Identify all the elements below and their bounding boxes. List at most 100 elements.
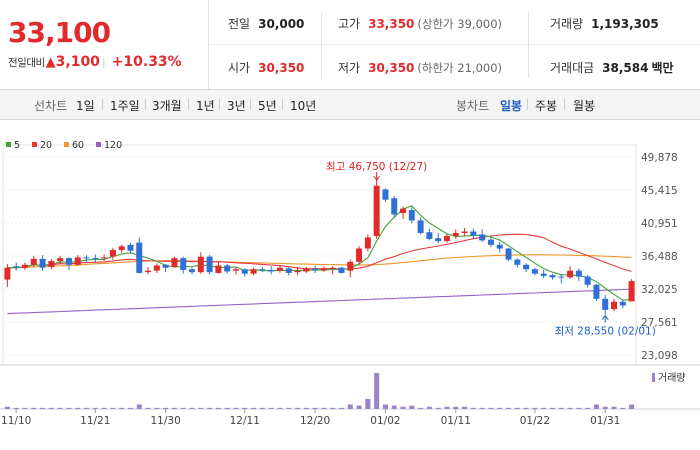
volume-bar <box>593 404 599 409</box>
y-tick-label: 23,098 <box>641 350 678 362</box>
volume-bar <box>585 407 591 409</box>
period-1y-button[interactable]: 1년 <box>196 99 215 113</box>
candle-body <box>303 268 310 272</box>
candle-body <box>285 268 292 273</box>
volume-bar <box>224 407 230 409</box>
candle-body <box>347 261 354 271</box>
volume-bar <box>242 407 248 409</box>
volume-bar <box>523 407 529 409</box>
volume-bar <box>127 407 133 409</box>
volume-bar <box>180 407 186 409</box>
stats-divider <box>208 44 700 45</box>
prev-close-value: 30,000 <box>258 17 305 31</box>
y-tick-label: 49,878 <box>641 152 678 164</box>
candle-body <box>400 208 407 214</box>
candle-body <box>136 242 143 273</box>
candle-body <box>232 269 239 271</box>
candle-body <box>584 276 591 285</box>
candle-body <box>435 238 442 242</box>
volume-bar <box>462 406 468 409</box>
legend-swatch <box>32 142 37 147</box>
x-tick-label: 12/11 <box>230 415 260 427</box>
price-chart[interactable]: 49,878 45,415 40,951 36,488 32,025 27,561 23,0… <box>0 120 700 450</box>
legend-swatch <box>6 142 11 147</box>
candle-weekly-button[interactable]: 주봉 <box>535 99 558 113</box>
x-tick-label: 01/31 <box>590 415 620 427</box>
candle-daily-button[interactable]: 일봉 <box>500 99 523 113</box>
volume-bar <box>286 407 292 409</box>
volume-bar <box>171 407 177 409</box>
volume-bar <box>435 407 441 409</box>
toolbar-divider <box>250 99 251 110</box>
volume-bar <box>374 373 380 409</box>
volume-bar <box>338 407 344 409</box>
period-3y-button[interactable]: 3년 <box>227 99 246 113</box>
volume-bar <box>31 407 37 409</box>
candle-body <box>567 270 574 278</box>
period-5y-button[interactable]: 5년 <box>258 99 277 113</box>
candle-monthly-button[interactable]: 월봉 <box>573 99 596 113</box>
candle-body <box>452 232 459 236</box>
period-1d-button[interactable]: 1일 <box>76 99 95 113</box>
volume-bar <box>295 407 301 409</box>
y-tick-label: 40,951 <box>641 218 678 230</box>
open-price: 시가 30,350 <box>228 59 304 76</box>
volume-bar <box>365 398 371 409</box>
high-value: 33,350 <box>368 17 415 31</box>
candle-body <box>145 270 152 273</box>
candle-body <box>57 258 64 262</box>
candle-body <box>92 258 99 260</box>
amount-label: 거래대금 <box>550 61 595 75</box>
volume-bar <box>48 407 54 409</box>
legend-label: 60 <box>72 140 84 151</box>
volume-bar <box>567 407 573 409</box>
amount-value: 38,584 <box>602 61 649 75</box>
divider: | <box>101 55 106 69</box>
candle-body <box>65 258 72 265</box>
candle-body <box>101 257 108 259</box>
candle-body <box>250 269 257 274</box>
volume-bar <box>259 407 265 409</box>
volume-bar <box>426 406 432 409</box>
period-10y-button[interactable]: 10년 <box>290 99 317 113</box>
candle-body <box>118 246 125 250</box>
volume-bar <box>470 407 476 409</box>
candle-body <box>479 234 486 241</box>
candle-body <box>21 264 28 268</box>
volume-bar <box>189 407 195 409</box>
candle-body <box>39 258 46 268</box>
candle-body <box>189 269 196 273</box>
upper-limit: (상한가 39,000) <box>417 17 503 31</box>
candle-body <box>109 249 116 257</box>
period-3m-button[interactable]: 3개월 <box>152 99 182 113</box>
toolbar-divider <box>188 99 189 110</box>
candle-body <box>611 301 618 310</box>
low-arrow-head-icon <box>601 314 609 320</box>
volume-bar <box>418 407 424 409</box>
toolbar-divider <box>102 99 103 110</box>
volume-bar <box>549 407 555 409</box>
candle-chart-label: 봉차트 <box>456 99 490 113</box>
ma120-line <box>7 288 632 315</box>
candle-body <box>127 244 134 251</box>
candle-body <box>48 261 55 268</box>
chart-toolbar: 선차트 1일 1주일 3개월 1년 3년 5년 10년 봉차트 일봉 주봉 월봉 <box>0 90 700 120</box>
high-arrow-head-icon <box>373 175 381 181</box>
volume-bar <box>57 407 63 409</box>
candle-body <box>602 298 609 310</box>
candle-body <box>171 258 178 268</box>
up-triangle-icon: ▲ <box>45 54 56 70</box>
candle-body <box>241 269 248 274</box>
candle-body <box>180 258 187 270</box>
volume-bar <box>611 406 617 409</box>
prev-close: 전일 30,000 <box>228 15 304 32</box>
candle-body <box>382 189 389 200</box>
volume-bar <box>514 407 520 409</box>
volume-bar <box>391 405 397 409</box>
candle-body <box>4 267 11 280</box>
volume-bar <box>400 406 406 409</box>
ma20-line <box>7 233 632 272</box>
period-1w-button[interactable]: 1주일 <box>110 99 140 113</box>
candle-body <box>224 265 231 272</box>
high-annotation: 최고 46,750 (12/27) <box>326 161 427 173</box>
